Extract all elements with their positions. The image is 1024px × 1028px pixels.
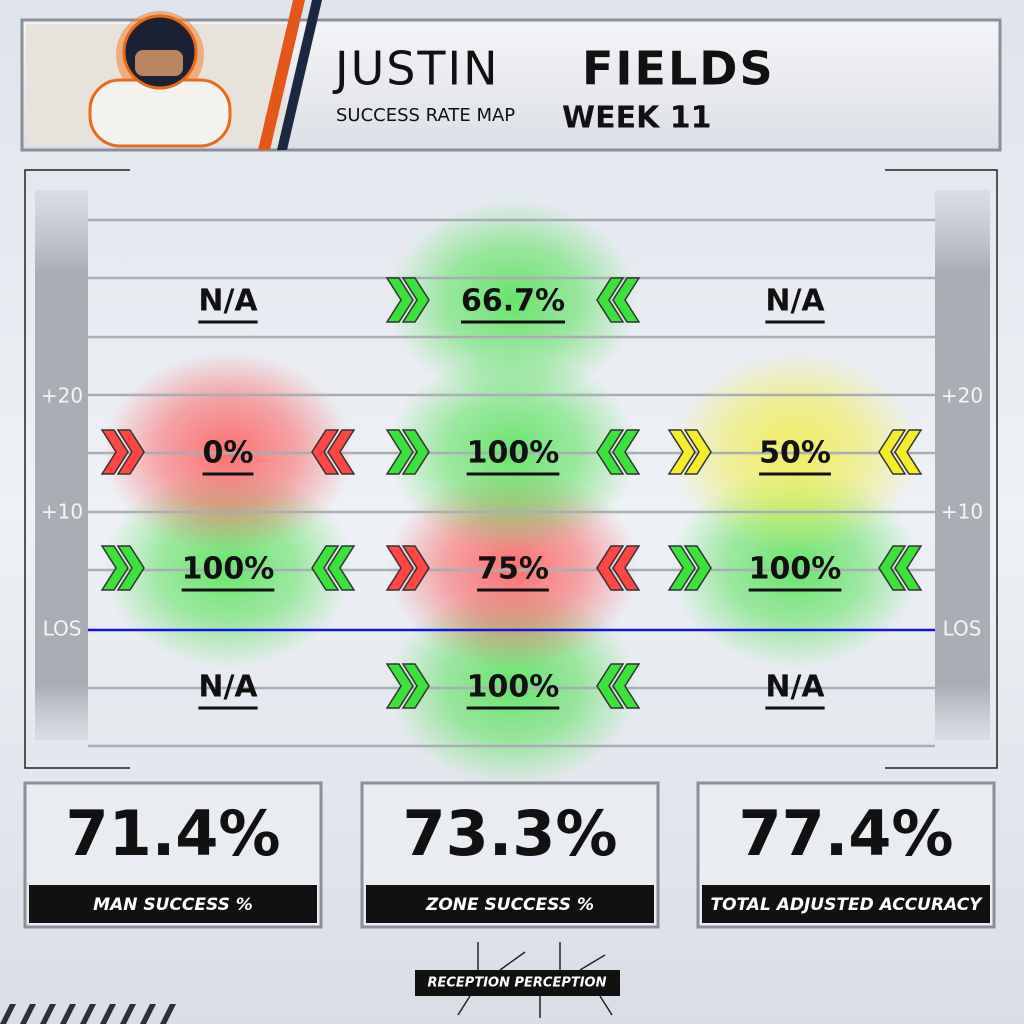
- chevron-part: [401, 429, 430, 475]
- chevron-part: [401, 277, 430, 323]
- week: WEEK 11: [562, 101, 712, 136]
- cell-value: N/A: [765, 284, 825, 319]
- chevron-part: [327, 545, 356, 591]
- chevron-part: [385, 277, 414, 323]
- chevron-part: [894, 429, 923, 475]
- stat-box: 77.4% TOTAL ADJUSTED ACCURACY: [696, 781, 996, 929]
- field-frame: [24, 169, 998, 769]
- cell-value: N/A: [198, 670, 258, 705]
- field: +20 +20 +10 +10 LOS LOS N/A 66.7% N/A 0% 100% 50% 10…: [41, 200, 983, 786]
- chevron: [385, 277, 430, 323]
- chevron: [100, 429, 145, 475]
- cell-value: 0%: [203, 436, 254, 471]
- chevron-part: [683, 429, 712, 475]
- chevron-part: [596, 277, 625, 323]
- chevron: [385, 663, 430, 709]
- subtitle: SUCCESS RATE MAP: [336, 105, 515, 126]
- chevron-part: [100, 545, 129, 591]
- chevron-part: [385, 663, 414, 709]
- cell-value: 100%: [467, 670, 560, 705]
- cell-value: N/A: [198, 284, 258, 319]
- cell-value: 100%: [182, 552, 275, 587]
- chevron-part: [596, 663, 625, 709]
- cell-value: N/A: [765, 670, 825, 705]
- chevron-part: [683, 545, 712, 591]
- sideline-right: [935, 190, 990, 740]
- chevron: [878, 545, 923, 591]
- footer-stripes: [0, 1004, 176, 1024]
- last-name: FIELDS: [582, 42, 775, 96]
- chevron: [311, 429, 356, 475]
- chevron-part: [385, 545, 414, 591]
- chevron-part: [878, 545, 907, 591]
- chevron-part: [667, 545, 696, 591]
- stat-label: ZONE SUCCESS %: [425, 895, 594, 915]
- chevron-part: [385, 429, 414, 475]
- stat-value: 73.3%: [402, 797, 617, 870]
- stripe: [258, 0, 305, 150]
- heat-glow: [388, 200, 638, 400]
- stat-box: 73.3% ZONE SUCCESS %: [360, 781, 660, 929]
- chevron-part: [327, 429, 356, 475]
- cell-value: 100%: [749, 552, 842, 587]
- chevron-part: [596, 429, 625, 475]
- stat-value: 71.4%: [65, 797, 280, 870]
- stat-label-bar: [366, 885, 654, 923]
- cell-value: 75%: [477, 552, 549, 587]
- chevron-part: [878, 429, 907, 475]
- brand: RECEPTION PERCEPTION: [427, 976, 606, 991]
- side-label: LOS: [943, 617, 982, 641]
- stat-label-bar: [702, 885, 990, 923]
- stat-value: 77.4%: [738, 797, 953, 870]
- chevron: [596, 545, 641, 591]
- chevron-part: [401, 545, 430, 591]
- stat-label: MAN SUCCESS %: [93, 895, 253, 915]
- side-label: LOS: [43, 617, 82, 641]
- chevron: [667, 429, 712, 475]
- side-label: +10: [941, 500, 983, 524]
- chevron: [667, 545, 712, 591]
- cell-value: 50%: [759, 436, 831, 471]
- chevron: [878, 429, 923, 475]
- chevron-part: [100, 429, 129, 475]
- side-label: +10: [41, 500, 83, 524]
- chevron-part: [612, 429, 641, 475]
- side-label: +20: [41, 384, 83, 408]
- chevron-part: [311, 429, 340, 475]
- chevron: [311, 545, 356, 591]
- chevron-part: [612, 663, 641, 709]
- footer-logo: RECEPTION PERCEPTION: [415, 942, 620, 1018]
- chevron-part: [116, 545, 145, 591]
- stat-box: 71.4% MAN SUCCESS %: [23, 781, 323, 929]
- chevron-part: [596, 545, 625, 591]
- chevron: [596, 663, 641, 709]
- chevron-part: [612, 277, 641, 323]
- player-photo: [26, 11, 286, 148]
- chevron-part: [311, 545, 340, 591]
- stripe: [277, 0, 322, 150]
- side-label: +20: [941, 384, 983, 408]
- chevron: [596, 277, 641, 323]
- stat-label: TOTAL ADJUSTED ACCURACY: [710, 895, 983, 915]
- first-name: JUSTIN: [332, 42, 500, 96]
- stat-label-bar: [29, 885, 317, 923]
- chevron-part: [116, 429, 145, 475]
- cell-value: 100%: [467, 436, 560, 471]
- chevron: [100, 545, 145, 591]
- chevron-part: [612, 545, 641, 591]
- chevron: [596, 429, 641, 475]
- cell-value: 66.7%: [461, 284, 565, 319]
- chevron: [385, 545, 430, 591]
- chevron-part: [894, 545, 923, 591]
- chevron-part: [667, 429, 696, 475]
- sideline-left: [35, 190, 88, 740]
- chevron-part: [401, 663, 430, 709]
- chevron: [385, 429, 430, 475]
